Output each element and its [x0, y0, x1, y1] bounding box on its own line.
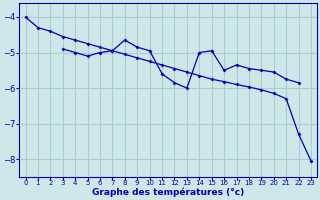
- X-axis label: Graphe des températures (°c): Graphe des températures (°c): [92, 188, 244, 197]
